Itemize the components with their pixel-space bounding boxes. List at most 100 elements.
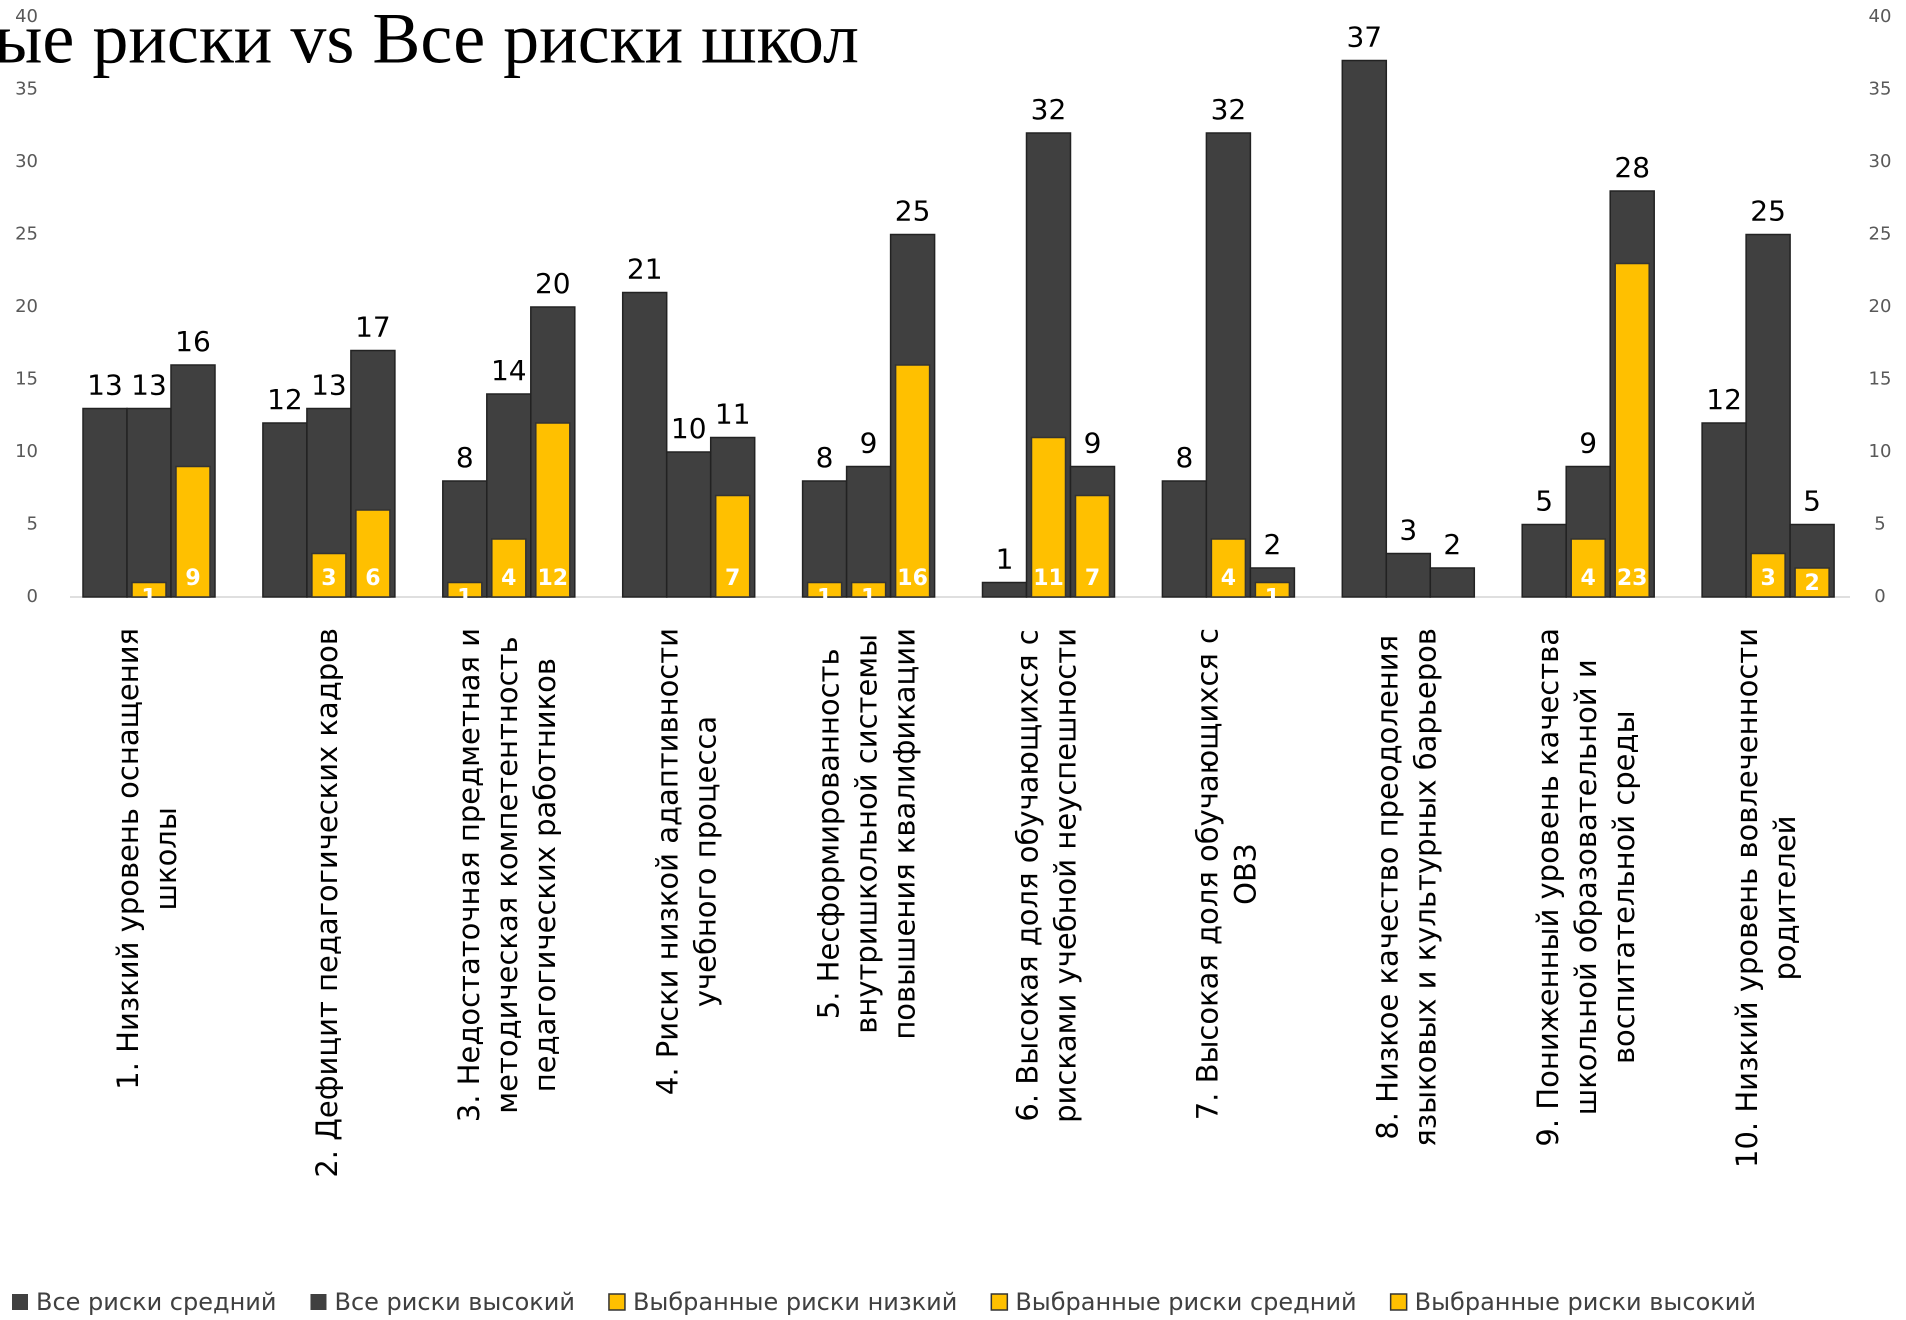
data-label: 2 bbox=[1443, 528, 1461, 561]
y-tick-label: 15 bbox=[15, 369, 38, 390]
data-label: 12 bbox=[267, 383, 303, 416]
all-bar bbox=[82, 407, 128, 598]
selected-bar bbox=[850, 581, 887, 598]
legend-label: Выбранные риски низкий bbox=[633, 1288, 957, 1316]
x-tick-label: рисками учебной неуспешности bbox=[1049, 628, 1083, 1123]
data-label: 8 bbox=[816, 441, 834, 474]
data-label: 12 bbox=[1706, 383, 1742, 416]
selected-bar bbox=[491, 538, 527, 598]
y-tick-label: 35 bbox=[15, 79, 38, 100]
all-bar bbox=[126, 407, 172, 598]
data-label: 11 bbox=[715, 398, 751, 431]
y2-tick-label: 10 bbox=[1869, 441, 1892, 462]
selected-bar bbox=[355, 509, 391, 598]
data-label: 2 bbox=[1263, 528, 1281, 561]
data-label: 0 bbox=[1716, 600, 1731, 625]
y-tick-label: 30 bbox=[15, 151, 38, 172]
all-bar bbox=[981, 581, 1028, 598]
all-bar bbox=[1701, 422, 1747, 598]
selected-bar bbox=[894, 364, 931, 598]
data-label: 0 bbox=[1357, 600, 1372, 625]
data-label: 9 bbox=[185, 566, 200, 591]
selected-bar bbox=[1074, 494, 1111, 598]
x-tick-label-group: 5. Несформированность внутришкольной сист… bbox=[812, 628, 922, 1040]
x-tick-label: языковых и культурных барьеров bbox=[1408, 628, 1442, 1147]
data-label: 32 bbox=[1211, 93, 1247, 126]
x-tick-label: 6. Высокая доля обучающихся с bbox=[1011, 629, 1045, 1121]
all-bar bbox=[621, 291, 668, 598]
selected-bar bbox=[175, 465, 211, 598]
x-tick-label: школьной образовательной и bbox=[1569, 659, 1603, 1115]
data-label: 4 bbox=[1221, 566, 1236, 591]
y2-tick-label: 20 bbox=[1869, 296, 1892, 317]
x-tick-label: повышения квалификации bbox=[888, 628, 922, 1040]
x-tick-label: 1. Низкий уровень оснащения bbox=[111, 628, 145, 1090]
x-tick-label: родителей bbox=[1768, 815, 1802, 980]
legend-label: Выбранные риски средний bbox=[1015, 1288, 1356, 1316]
selected-bar bbox=[1030, 436, 1067, 598]
y-tick-label: 0 bbox=[27, 586, 38, 607]
selected-bar bbox=[311, 552, 347, 598]
data-label: 13 bbox=[87, 369, 123, 402]
x-tick-label: учебного процесса bbox=[689, 716, 723, 1007]
selected-bar bbox=[535, 422, 571, 598]
data-label: 5 bbox=[1803, 485, 1821, 518]
x-tick-label: 8. Низкое качество преодоления bbox=[1370, 635, 1404, 1140]
data-label: 13 bbox=[311, 369, 347, 402]
x-tick-label: ОВЗ bbox=[1228, 843, 1262, 904]
legend-swatch bbox=[12, 1294, 28, 1310]
x-tick-label-group: 2. Дефицит педагогических кадров bbox=[310, 628, 344, 1178]
data-label: 9 bbox=[860, 427, 878, 460]
all-bar bbox=[1385, 552, 1432, 598]
selected-bar bbox=[447, 581, 483, 598]
y-tick-label: 20 bbox=[15, 296, 38, 317]
data-label: 2 bbox=[1804, 571, 1819, 596]
data-label: 0 bbox=[1401, 600, 1416, 625]
x-tick-label-group: 7. Высокая доля обучающихся с ОВЗ bbox=[1190, 628, 1262, 1120]
data-label: 3 bbox=[1760, 566, 1775, 591]
all-bar bbox=[1341, 59, 1388, 598]
x-tick-label: внутришкольной системы bbox=[850, 634, 884, 1034]
legend-swatch bbox=[310, 1294, 327, 1310]
data-label: 25 bbox=[1750, 195, 1786, 228]
data-label: 0 bbox=[1177, 600, 1192, 625]
all-bar bbox=[442, 480, 488, 598]
x-tick-label-group: 3. Недостаточная предметная и методическа… bbox=[452, 628, 562, 1122]
y-tick-label: 40 bbox=[15, 6, 38, 27]
y2-tick-label: 15 bbox=[1869, 369, 1892, 390]
legend-swatch bbox=[1389, 1293, 1408, 1311]
data-label: 0 bbox=[1445, 600, 1460, 625]
data-label: 28 bbox=[1614, 151, 1650, 184]
x-tick-label-group: 4. Риски низкой адаптивности учебного про… bbox=[651, 628, 723, 1095]
data-label: 11 bbox=[1033, 566, 1064, 591]
data-label: 6 bbox=[365, 566, 380, 591]
data-label: 0 bbox=[1537, 600, 1552, 625]
data-label: 17 bbox=[355, 311, 391, 344]
y-tick-label: 5 bbox=[27, 514, 38, 535]
y2-tick-label: 35 bbox=[1869, 79, 1892, 100]
all-bar bbox=[262, 422, 308, 598]
data-label: 20 bbox=[535, 267, 571, 300]
data-label: 21 bbox=[627, 253, 663, 286]
x-tick-label: методическая компетентность bbox=[490, 636, 524, 1113]
y-tick-label: 25 bbox=[15, 224, 38, 245]
data-label: 1 bbox=[996, 543, 1014, 576]
x-tick-label: 2. Дефицит педагогических кадров bbox=[310, 628, 344, 1178]
selected-bar bbox=[1254, 581, 1291, 598]
all-bar bbox=[1161, 480, 1208, 598]
y2-tick-label: 25 bbox=[1869, 224, 1892, 245]
x-tick-label: 7. Высокая доля обучающихся с bbox=[1190, 628, 1224, 1120]
data-label: 0 bbox=[97, 600, 112, 625]
y2-tick-label: 5 bbox=[1874, 514, 1885, 535]
data-label: 0 bbox=[637, 600, 652, 625]
data-label: 0 bbox=[681, 600, 696, 625]
data-label: 23 bbox=[1617, 566, 1648, 591]
selected-bar bbox=[131, 581, 167, 598]
x-tick-label-group: 10. Низкий уровень вовлеченности родителе… bbox=[1730, 628, 1802, 1168]
data-label: 37 bbox=[1346, 21, 1382, 54]
data-label: 12 bbox=[537, 566, 568, 591]
all-bar bbox=[1429, 567, 1476, 598]
selected-bar bbox=[1750, 552, 1786, 598]
legend-swatch bbox=[990, 1293, 1009, 1311]
